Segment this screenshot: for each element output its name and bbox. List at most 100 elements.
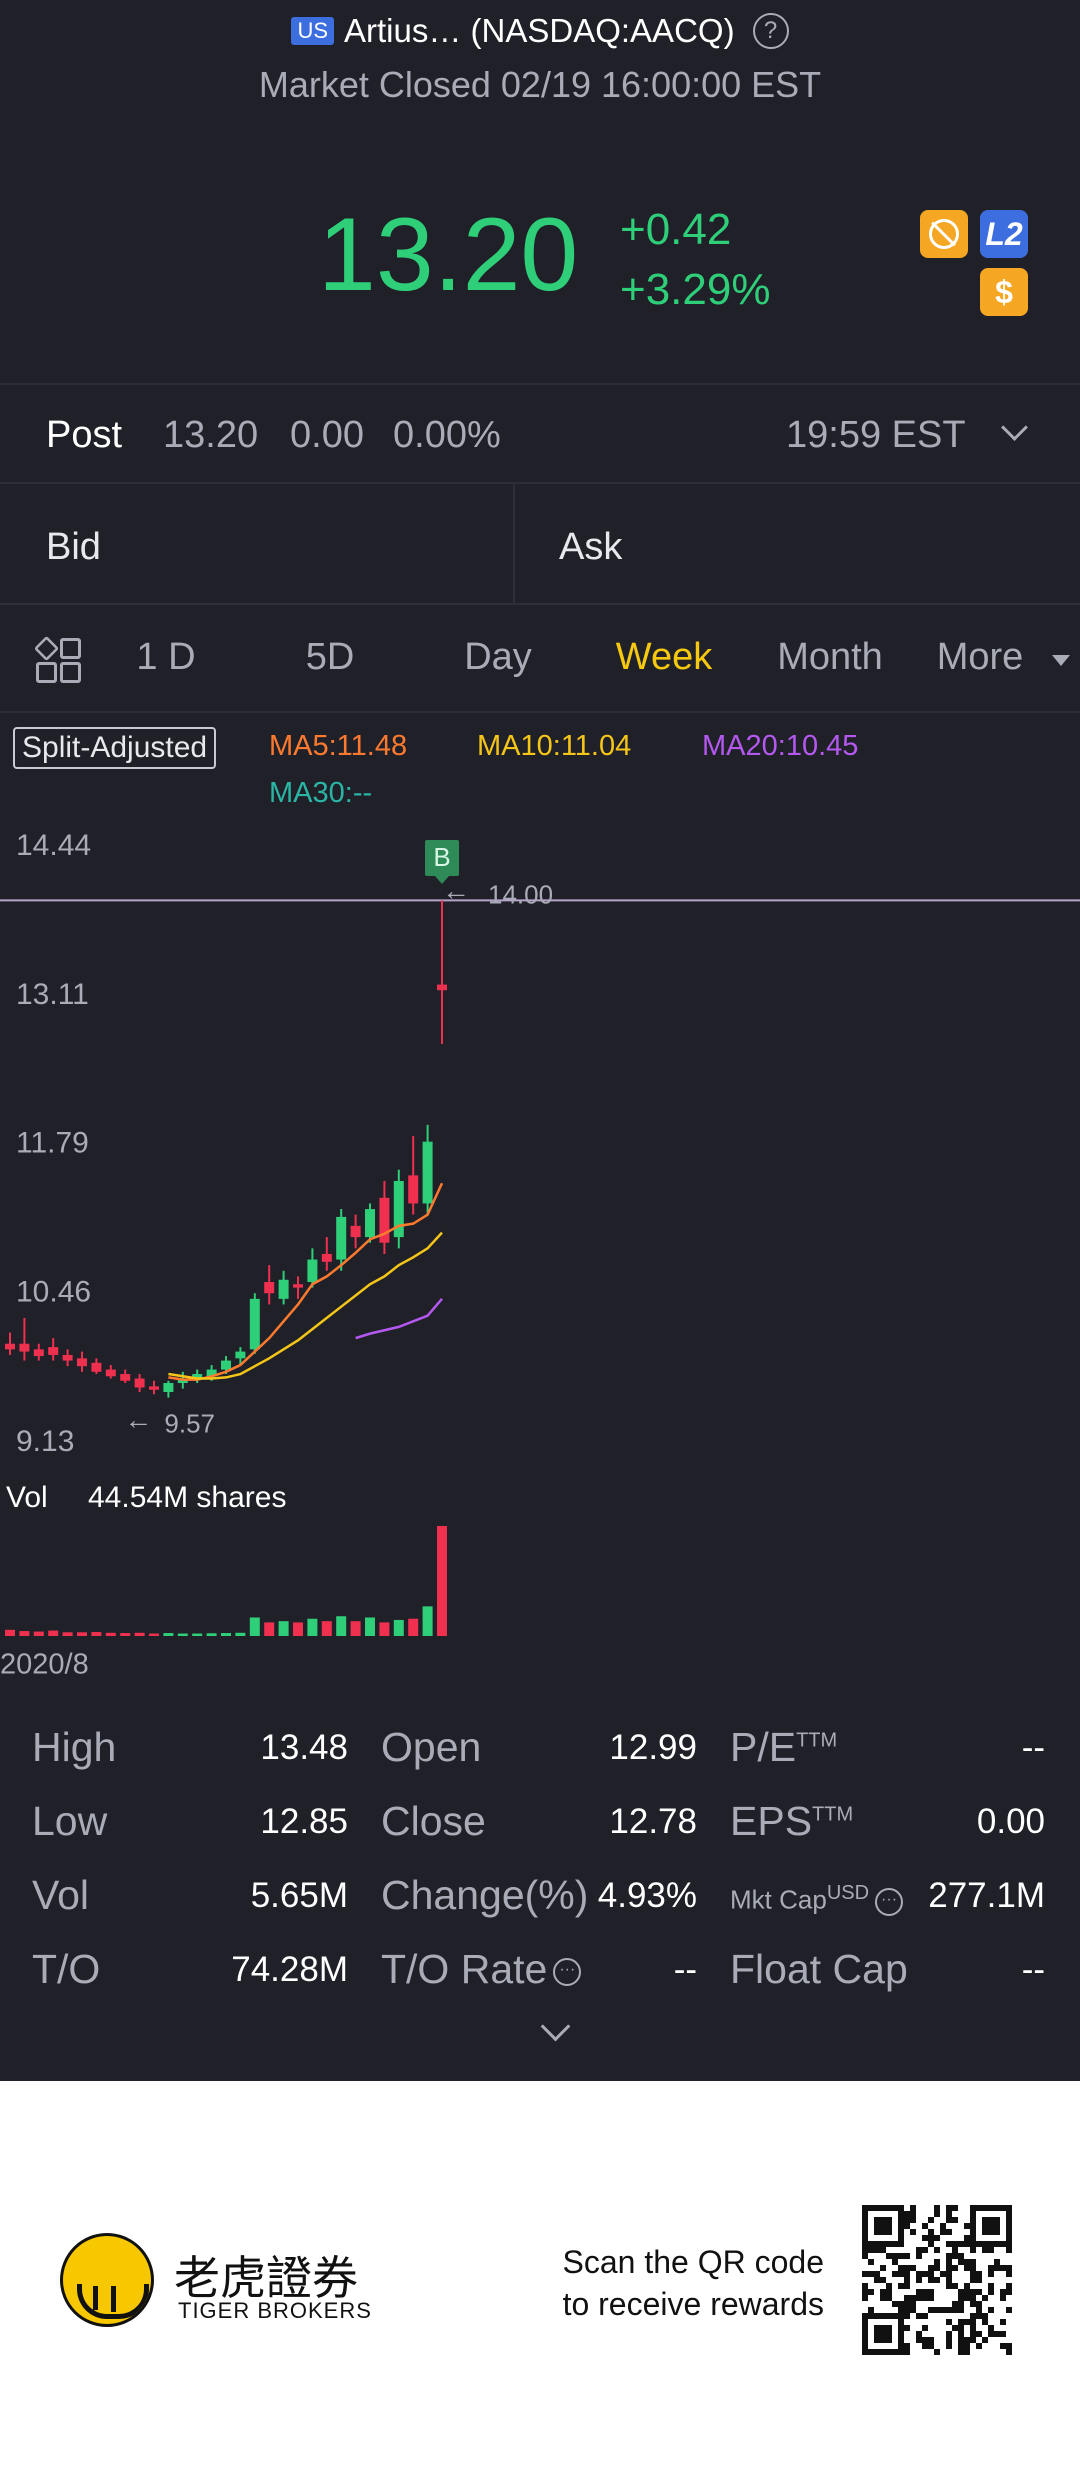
qr-module [868, 2259, 874, 2265]
volume-bar [62, 1632, 73, 1636]
qr-module [964, 2283, 970, 2289]
qr-module [1006, 2235, 1012, 2241]
qr-module [946, 2307, 952, 2313]
stat-value: 277.1M [928, 1876, 1045, 1915]
l2-icon[interactable]: L2 [980, 210, 1028, 258]
layout-icon[interactable] [33, 635, 81, 683]
qr-module [880, 2217, 886, 2223]
qr-module [928, 2241, 934, 2247]
qr-module [958, 2307, 964, 2313]
volume-bar [408, 1618, 419, 1636]
stat-value: 4.93% [597, 1876, 697, 1915]
qr-module [934, 2235, 940, 2241]
qr-module [862, 2349, 868, 2355]
no-short-icon[interactable] [920, 210, 968, 258]
qr-module [862, 2283, 868, 2289]
stat-label-text: T/O [32, 1946, 101, 1992]
qr-module [976, 2307, 982, 2313]
volume-label: Vol [6, 1481, 48, 1514]
volume-bar [422, 1606, 433, 1636]
timeframe-tab[interactable]: 5D [305, 636, 355, 678]
volume-bar [393, 1619, 404, 1636]
qr-module [964, 2349, 970, 2355]
qr-module [862, 2325, 868, 2331]
qr-module [976, 2313, 982, 2319]
candle-body [192, 1374, 203, 1379]
qr-module [880, 2325, 886, 2331]
qr-module [874, 2331, 880, 2337]
ma-legend: MA20:10.45 [702, 730, 859, 762]
info-icon[interactable]: ··· [553, 1958, 582, 1987]
qr-module [880, 2295, 886, 2301]
qr-module [868, 2349, 874, 2355]
qr-module [862, 2241, 868, 2247]
qr-module [880, 2205, 886, 2211]
qr-module [892, 2349, 898, 2355]
qr-module [928, 2295, 934, 2301]
qr-module [946, 2259, 952, 2265]
qr-module [910, 2307, 916, 2313]
candle-body [163, 1383, 174, 1393]
qr-module [970, 2289, 976, 2295]
timeframe-tab[interactable]: Week [615, 636, 713, 678]
buy-marker-label: B [433, 842, 450, 872]
split-adjusted-badge[interactable]: Split-Adjusted [13, 727, 217, 769]
post-time[interactable]: 19:59 EST [786, 414, 966, 456]
qr-module [982, 2205, 988, 2211]
timeframe-tab[interactable]: 1 D [136, 636, 196, 678]
qr-module [970, 2241, 976, 2247]
qr-module [892, 2253, 898, 2259]
qr-module [910, 2211, 916, 2217]
stat-label-text: Low [32, 1798, 108, 1844]
qr-module [922, 2247, 928, 2253]
timeframe-tab[interactable]: More [936, 636, 1024, 678]
qr-module [958, 2241, 964, 2247]
volume-bar [19, 1631, 30, 1636]
qr-module [946, 2211, 952, 2217]
stat-value: 12.78 [609, 1802, 697, 1841]
qr-module [898, 2301, 904, 2307]
qr-module [862, 2313, 868, 2319]
qr-module [994, 2223, 1000, 2229]
volume-bar [365, 1617, 375, 1636]
candle-body [393, 1180, 404, 1238]
high-arrow: ← [442, 875, 470, 906]
ma-legend: MA30:-- [269, 777, 373, 809]
qr-module [970, 2217, 976, 2223]
qr-module [994, 2229, 1000, 2235]
qr-module [988, 2289, 994, 2295]
timeframe-tab[interactable]: Month [777, 636, 883, 678]
info-icon[interactable]: ··· [875, 1887, 904, 1916]
dollar-icon[interactable]: $ [980, 268, 1028, 316]
qr-module [952, 2301, 958, 2307]
qr-module [970, 2337, 976, 2343]
candle-body [379, 1197, 390, 1243]
qr-module [910, 2295, 916, 2301]
qr-module [970, 2205, 976, 2211]
qr-module [958, 2253, 964, 2259]
qr-module [898, 2325, 904, 2331]
qr-module [1000, 2331, 1006, 2337]
qr-module [886, 2229, 892, 2235]
qr-module [952, 2241, 958, 2247]
ma-line [355, 1298, 443, 1340]
qr-module [970, 2277, 976, 2283]
qr-module [916, 2247, 922, 2253]
qr-module [988, 2241, 994, 2247]
qr-module [916, 2271, 922, 2277]
qr-module [880, 2277, 886, 2283]
qr-module [928, 2277, 934, 2283]
candle-body [206, 1369, 217, 1377]
qr-module [862, 2319, 868, 2325]
y-tick-label: 14.44 [16, 829, 91, 862]
stock-title: Artius… (NASDAQ:AACQ) [344, 12, 735, 49]
candle-body [293, 1284, 303, 1288]
more-arrow[interactable] [1052, 655, 1070, 666]
qr-module [874, 2349, 880, 2355]
qr-module [976, 2289, 982, 2295]
qr-module [934, 2205, 940, 2211]
qr-module [988, 2331, 994, 2337]
help-icon[interactable]: ? [752, 13, 789, 49]
qr-module [898, 2229, 904, 2235]
timeframe-tab[interactable]: Day [464, 636, 532, 678]
